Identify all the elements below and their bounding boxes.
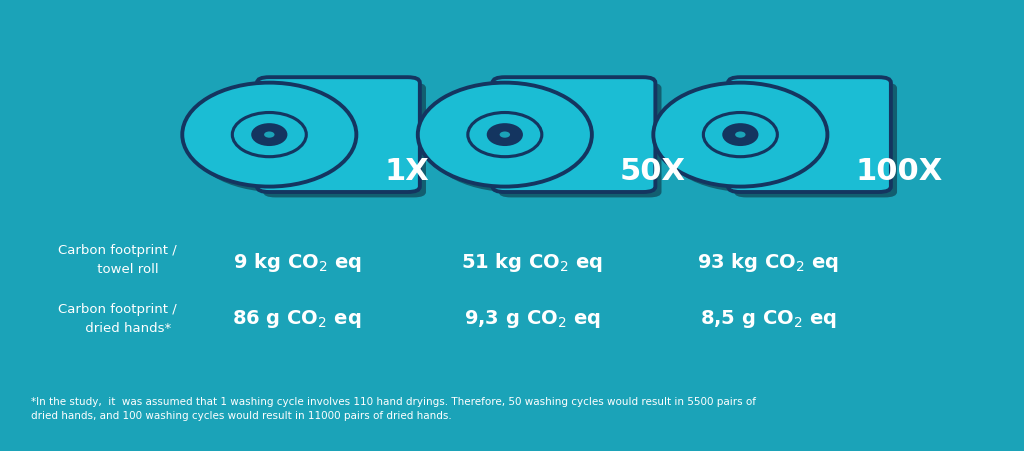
Ellipse shape [488,125,521,145]
Ellipse shape [735,132,745,138]
FancyBboxPatch shape [499,83,662,198]
FancyBboxPatch shape [728,78,891,193]
Text: 8,5 g CO$_2$ eq: 8,5 g CO$_2$ eq [699,307,837,329]
Ellipse shape [182,83,356,187]
Ellipse shape [264,132,274,138]
Text: 93 kg CO$_2$ eq: 93 kg CO$_2$ eq [697,250,839,273]
Ellipse shape [468,113,542,157]
Ellipse shape [418,83,592,187]
Ellipse shape [424,89,598,193]
FancyBboxPatch shape [493,78,655,193]
Text: 51 kg CO$_2$ eq: 51 kg CO$_2$ eq [462,250,603,273]
FancyBboxPatch shape [263,83,426,198]
Ellipse shape [724,125,757,145]
FancyBboxPatch shape [734,83,897,198]
Ellipse shape [500,132,510,138]
Ellipse shape [232,113,306,157]
Ellipse shape [703,113,777,157]
Text: *In the study,  it  was assumed that 1 washing cycle involves 110 hand dryings. : *In the study, it was assumed that 1 was… [31,396,756,420]
Text: 50X: 50X [620,157,685,186]
Text: 86 g CO$_2$ eq: 86 g CO$_2$ eq [232,307,361,329]
Text: Carbon footprint /
     towel roll: Carbon footprint / towel roll [58,244,177,275]
Ellipse shape [253,125,286,145]
Ellipse shape [659,89,834,193]
Ellipse shape [188,89,362,193]
Ellipse shape [653,83,827,187]
FancyBboxPatch shape [257,78,420,193]
Text: 9,3 g CO$_2$ eq: 9,3 g CO$_2$ eq [464,307,601,329]
Text: Carbon footprint /
     dried hands*: Carbon footprint / dried hands* [58,302,177,334]
Text: 9 kg CO$_2$ eq: 9 kg CO$_2$ eq [232,250,361,273]
Text: 100X: 100X [855,157,942,186]
Text: 1X: 1X [384,157,429,186]
